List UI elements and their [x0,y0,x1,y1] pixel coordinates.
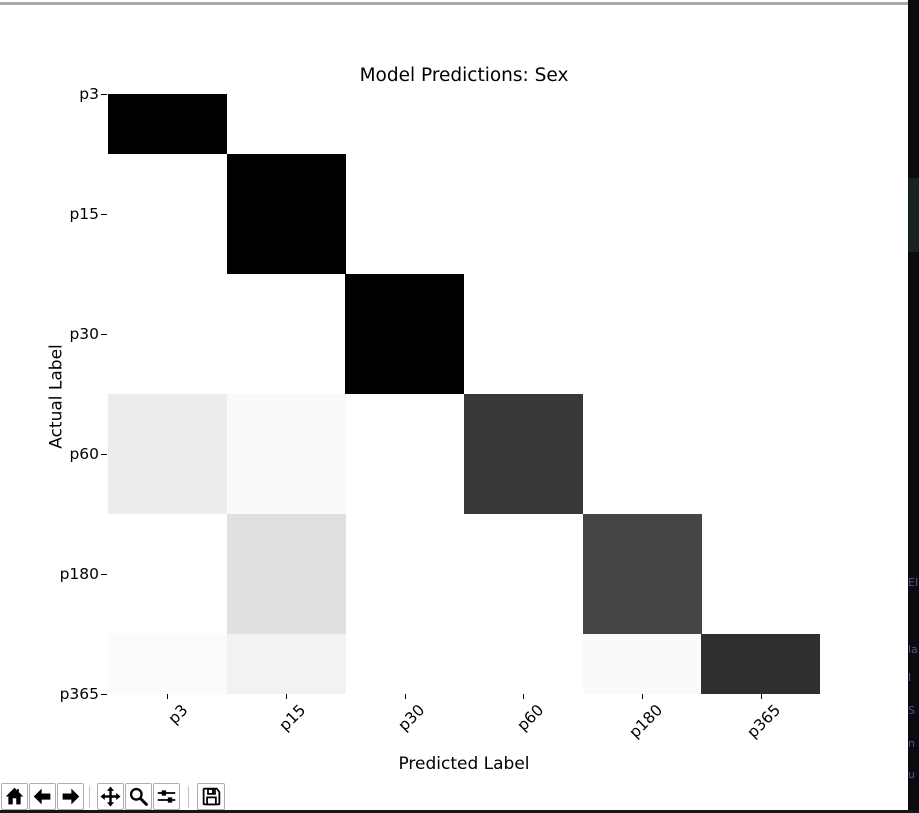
heatmap-cell-p365-p180 [582,634,702,694]
y-tick-label-p180: p180 [59,565,99,583]
side-panel-fragment: EI [908,576,919,589]
floppy-icon [202,787,220,806]
sliders-icon [157,790,176,803]
chart-title: Model Predictions: Sex [359,65,569,86]
heatmap-cell-p3-p3 [108,94,228,154]
heatmap-cell-p365-p365 [701,634,821,694]
y-tick [101,214,107,215]
heatmap-cell-p30-p30 [345,274,465,394]
window-top-border [0,2,908,5]
y-tick [101,694,107,695]
y-axis-label: Actual Label [46,344,67,449]
y-tick [101,94,107,95]
x-tick-label-p60: p60 [513,701,548,735]
y-tick-label-p365: p365 [59,685,99,703]
arrow-right-icon [62,788,80,805]
matplotlib-toolbar [0,783,919,811]
x-tick [523,694,525,699]
arrow-left-icon [33,788,51,805]
toolbar-separator [89,786,90,808]
forward-button[interactable] [57,783,84,810]
side-panel-fragment: la [908,643,918,656]
x-tick [286,694,287,699]
y-tick [101,334,107,335]
heatmap-cell-p15-p15 [226,154,346,274]
background-side-panel [908,0,919,813]
configure-subplots-button[interactable] [153,783,180,810]
heatmap-cell-p365-p15 [226,634,346,694]
y-tick-label-p30: p30 [69,325,99,343]
side-panel-accent-block [908,178,919,252]
side-panel-fragment: u [908,768,915,781]
x-tick [760,694,762,699]
home-icon [5,787,24,805]
heatmap-cell-p180-p180 [582,514,702,634]
x-tick-label-p15: p15 [276,701,310,735]
zoom-button[interactable] [125,783,152,810]
move-icon [100,786,121,807]
heatmap-cell-p60-p3 [108,394,228,514]
side-panel-fragment: l [908,671,912,684]
x-tick-label-p3: p3 [164,701,192,728]
y-tick-label-p60: p60 [69,445,99,463]
y-tick-label-p3: p3 [79,85,99,103]
y-tick [101,454,107,455]
magnifier-icon [129,787,148,806]
x-tick-label-p180: p180 [625,701,666,742]
x-tick [642,694,643,699]
heatmap-cell-p60-p60 [464,394,584,514]
x-tick [404,694,406,699]
heatmap-cell-p180-p15 [226,514,346,634]
side-panel-fragment: S [908,704,915,717]
heatmap-cell-p60-p15 [226,394,346,514]
heatmap-cell-p365-p3 [108,634,228,694]
x-axis-label: Predicted Label [398,754,530,774]
x-tick-label-p365: p365 [743,701,785,742]
side-panel-fragment: n [908,737,915,750]
y-tick [101,574,107,575]
toolbar-separator [188,786,189,808]
pan-button[interactable] [97,783,124,810]
x-tick-label-p30: p30 [394,701,429,735]
y-tick-label-p15: p15 [69,205,99,223]
window-bottom-edge [0,810,919,813]
home-button[interactable] [1,783,28,810]
back-button[interactable] [29,783,56,810]
save-button[interactable] [197,783,225,810]
x-tick [167,694,169,699]
